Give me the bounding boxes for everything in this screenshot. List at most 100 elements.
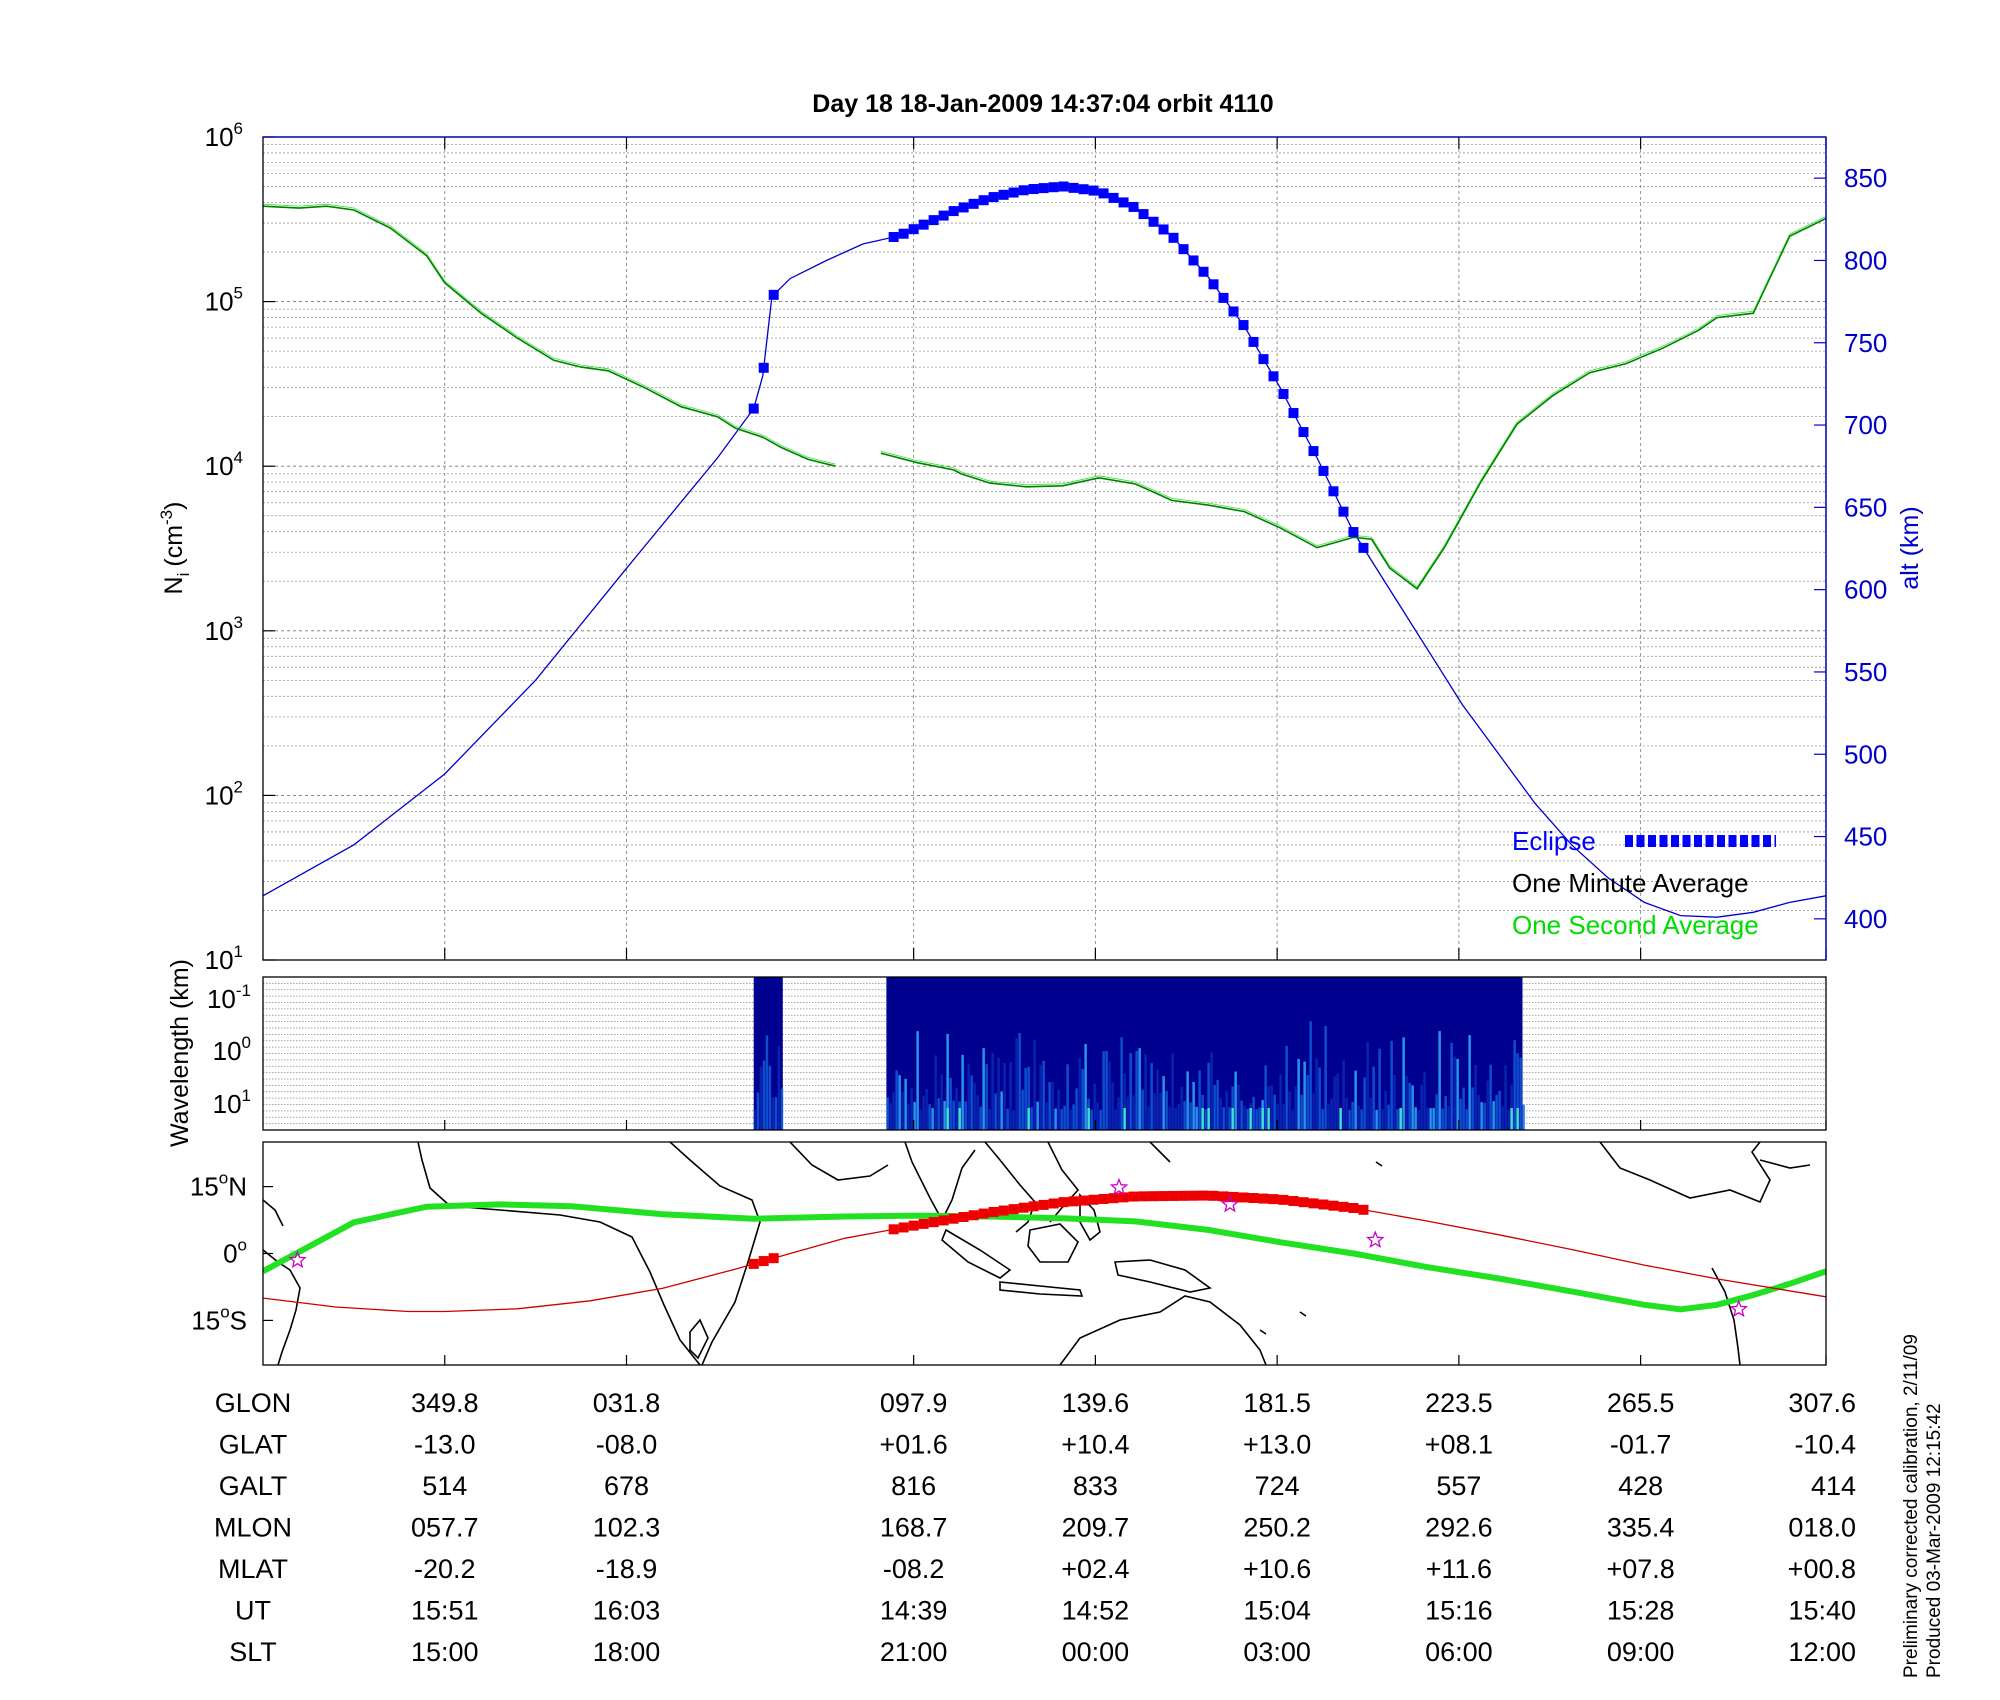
track-eclipse-mark: [1078, 1195, 1089, 1206]
spectrogram-column: [1015, 1038, 1018, 1130]
table-cell: 414: [1811, 1471, 1856, 1501]
spectrogram-column: [1447, 1105, 1450, 1130]
spectrogram-column: [756, 1092, 760, 1130]
spectrogram-column: [1138, 1048, 1141, 1130]
spectrogram-bright-column: [1516, 1108, 1519, 1130]
spectrogram-column: [1282, 1104, 1285, 1130]
spectrogram-bright-column: [946, 1108, 949, 1130]
spectrogram-column: [1186, 1071, 1189, 1130]
eclipse-mark: [1268, 371, 1279, 382]
spectrogram-tick-label: 101: [213, 1086, 251, 1119]
track-eclipse-mark: [1318, 1199, 1329, 1210]
spectrogram-column: [1471, 1087, 1474, 1130]
table-cell: +11.6: [1426, 1554, 1492, 1584]
table-cell: +07.8: [1606, 1554, 1674, 1584]
spectrogram-column: [1318, 1067, 1321, 1130]
table-cell: 833: [1073, 1471, 1118, 1501]
spectrogram-column: [1012, 1109, 1015, 1130]
track-eclipse-mark: [1238, 1192, 1249, 1203]
track-eclipse-mark: [1128, 1191, 1139, 1202]
spectrogram-column: [1336, 1073, 1339, 1130]
spectrogram-column: [1486, 1080, 1489, 1130]
track-eclipse-mark: [1198, 1190, 1209, 1201]
eclipse-mark: [1318, 465, 1329, 476]
spectrogram-column: [1171, 1053, 1174, 1130]
spectrogram-column: [988, 1108, 991, 1130]
spectrogram-column: [1216, 1079, 1219, 1130]
spectrogram-column: [1162, 1076, 1165, 1130]
table-cell: 168.7: [880, 1513, 948, 1543]
spectrogram-column: [768, 1065, 772, 1130]
spectrogram-column: [1159, 1092, 1162, 1130]
altitude-tick-label: 500: [1844, 739, 1887, 769]
spectrogram-column: [1372, 1066, 1375, 1130]
coastline-sumatra: [941, 1228, 1012, 1279]
spectrogram-column: [1150, 1063, 1153, 1130]
coastline-east-africa: [669, 1142, 761, 1365]
spectrogram-tick-label: 10-1: [207, 981, 251, 1014]
spectrogram-column: [1354, 1070, 1357, 1130]
altitude-tick-label: 850: [1844, 163, 1887, 193]
track-eclipse-mark: [1308, 1198, 1319, 1209]
spectrogram-column: [1474, 1065, 1477, 1130]
altitude-tick-label: 700: [1844, 410, 1887, 440]
spectrogram-column: [1036, 1101, 1039, 1130]
spectrogram-column: [1153, 1093, 1156, 1130]
spectrogram-column: [1042, 1060, 1045, 1130]
spectrogram-column: [1312, 1093, 1315, 1130]
spectrogram-column: [970, 1075, 973, 1130]
eclipse-mark: [1288, 408, 1299, 419]
table-cell: 03:00: [1243, 1637, 1311, 1667]
track-eclipse-mark: [1168, 1190, 1179, 1201]
track-eclipse-mark: [1288, 1196, 1299, 1207]
spectrogram-bright-column: [1510, 1108, 1513, 1130]
eclipse-mark: [1058, 181, 1069, 192]
spectrogram-bright-column: [1087, 1108, 1090, 1130]
spectrogram-data: [753, 977, 1525, 1130]
table-cell: 181.5: [1243, 1388, 1311, 1418]
table-cell: 678: [604, 1471, 649, 1501]
spectrogram-column: [1468, 1035, 1471, 1130]
spectrogram-column: [1363, 1077, 1366, 1130]
spectrogram-column: [1327, 1103, 1330, 1130]
spectrogram-column: [1387, 1104, 1390, 1130]
coastline-arabia: [789, 1142, 889, 1181]
legend-eclipse-label: Eclipse: [1512, 826, 1596, 856]
spectrogram-column: [964, 1101, 967, 1130]
altitude-tick-label: 550: [1844, 657, 1887, 687]
coastline-australia: [1059, 1295, 1267, 1365]
spectrogram-column: [916, 1031, 919, 1130]
table-cell: 15:00: [411, 1637, 479, 1667]
spectrogram-column: [1117, 1097, 1120, 1130]
orbit-data-table: GLON 349.8 031.8 097.9 139.6 181.5 223.5 265.5 3…: [214, 1388, 1856, 1667]
track-eclipse-mark: [1098, 1193, 1109, 1204]
track-eclipse-mark: [998, 1205, 1009, 1216]
spectrogram-bright-column: [958, 1108, 961, 1130]
chart-title: Day 18 18-Jan-2009 14:37:04 orbit 4110: [812, 90, 1273, 118]
spectrogram-column: [1357, 1105, 1360, 1130]
track-eclipse-mark: [768, 1253, 779, 1264]
altitude-tick-label: 750: [1844, 328, 1887, 358]
coastline-south-america-north: [263, 1199, 284, 1227]
spectrogram-column: [1126, 1096, 1129, 1130]
spectrogram-column: [1255, 1109, 1258, 1130]
spectrogram-column: [762, 1060, 766, 1130]
track-eclipse-mark: [1278, 1194, 1289, 1205]
table-row-label: GLAT: [219, 1430, 288, 1460]
spectrogram-column: [1237, 1084, 1240, 1130]
table-cell: 12:00: [1788, 1637, 1856, 1667]
altitude-tick-label: 650: [1844, 492, 1887, 522]
spectrogram-column: [1135, 1050, 1138, 1130]
spectrogram-column: [886, 1097, 889, 1130]
table-cell: 265.5: [1607, 1388, 1675, 1418]
eclipse-mark: [1218, 292, 1229, 303]
eclipse-mark: [1108, 192, 1119, 203]
track-eclipse-mark: [898, 1222, 909, 1233]
eclipse-mark: [1048, 182, 1059, 193]
spectrogram-column: [1069, 1109, 1072, 1130]
coastline-island-pacific: [1259, 1161, 1383, 1335]
table-cell: +02.4: [1061, 1554, 1129, 1584]
table-cell: 15:51: [411, 1596, 479, 1626]
spectrogram-column: [1426, 1107, 1429, 1130]
spectrogram-column: [1480, 1102, 1483, 1130]
